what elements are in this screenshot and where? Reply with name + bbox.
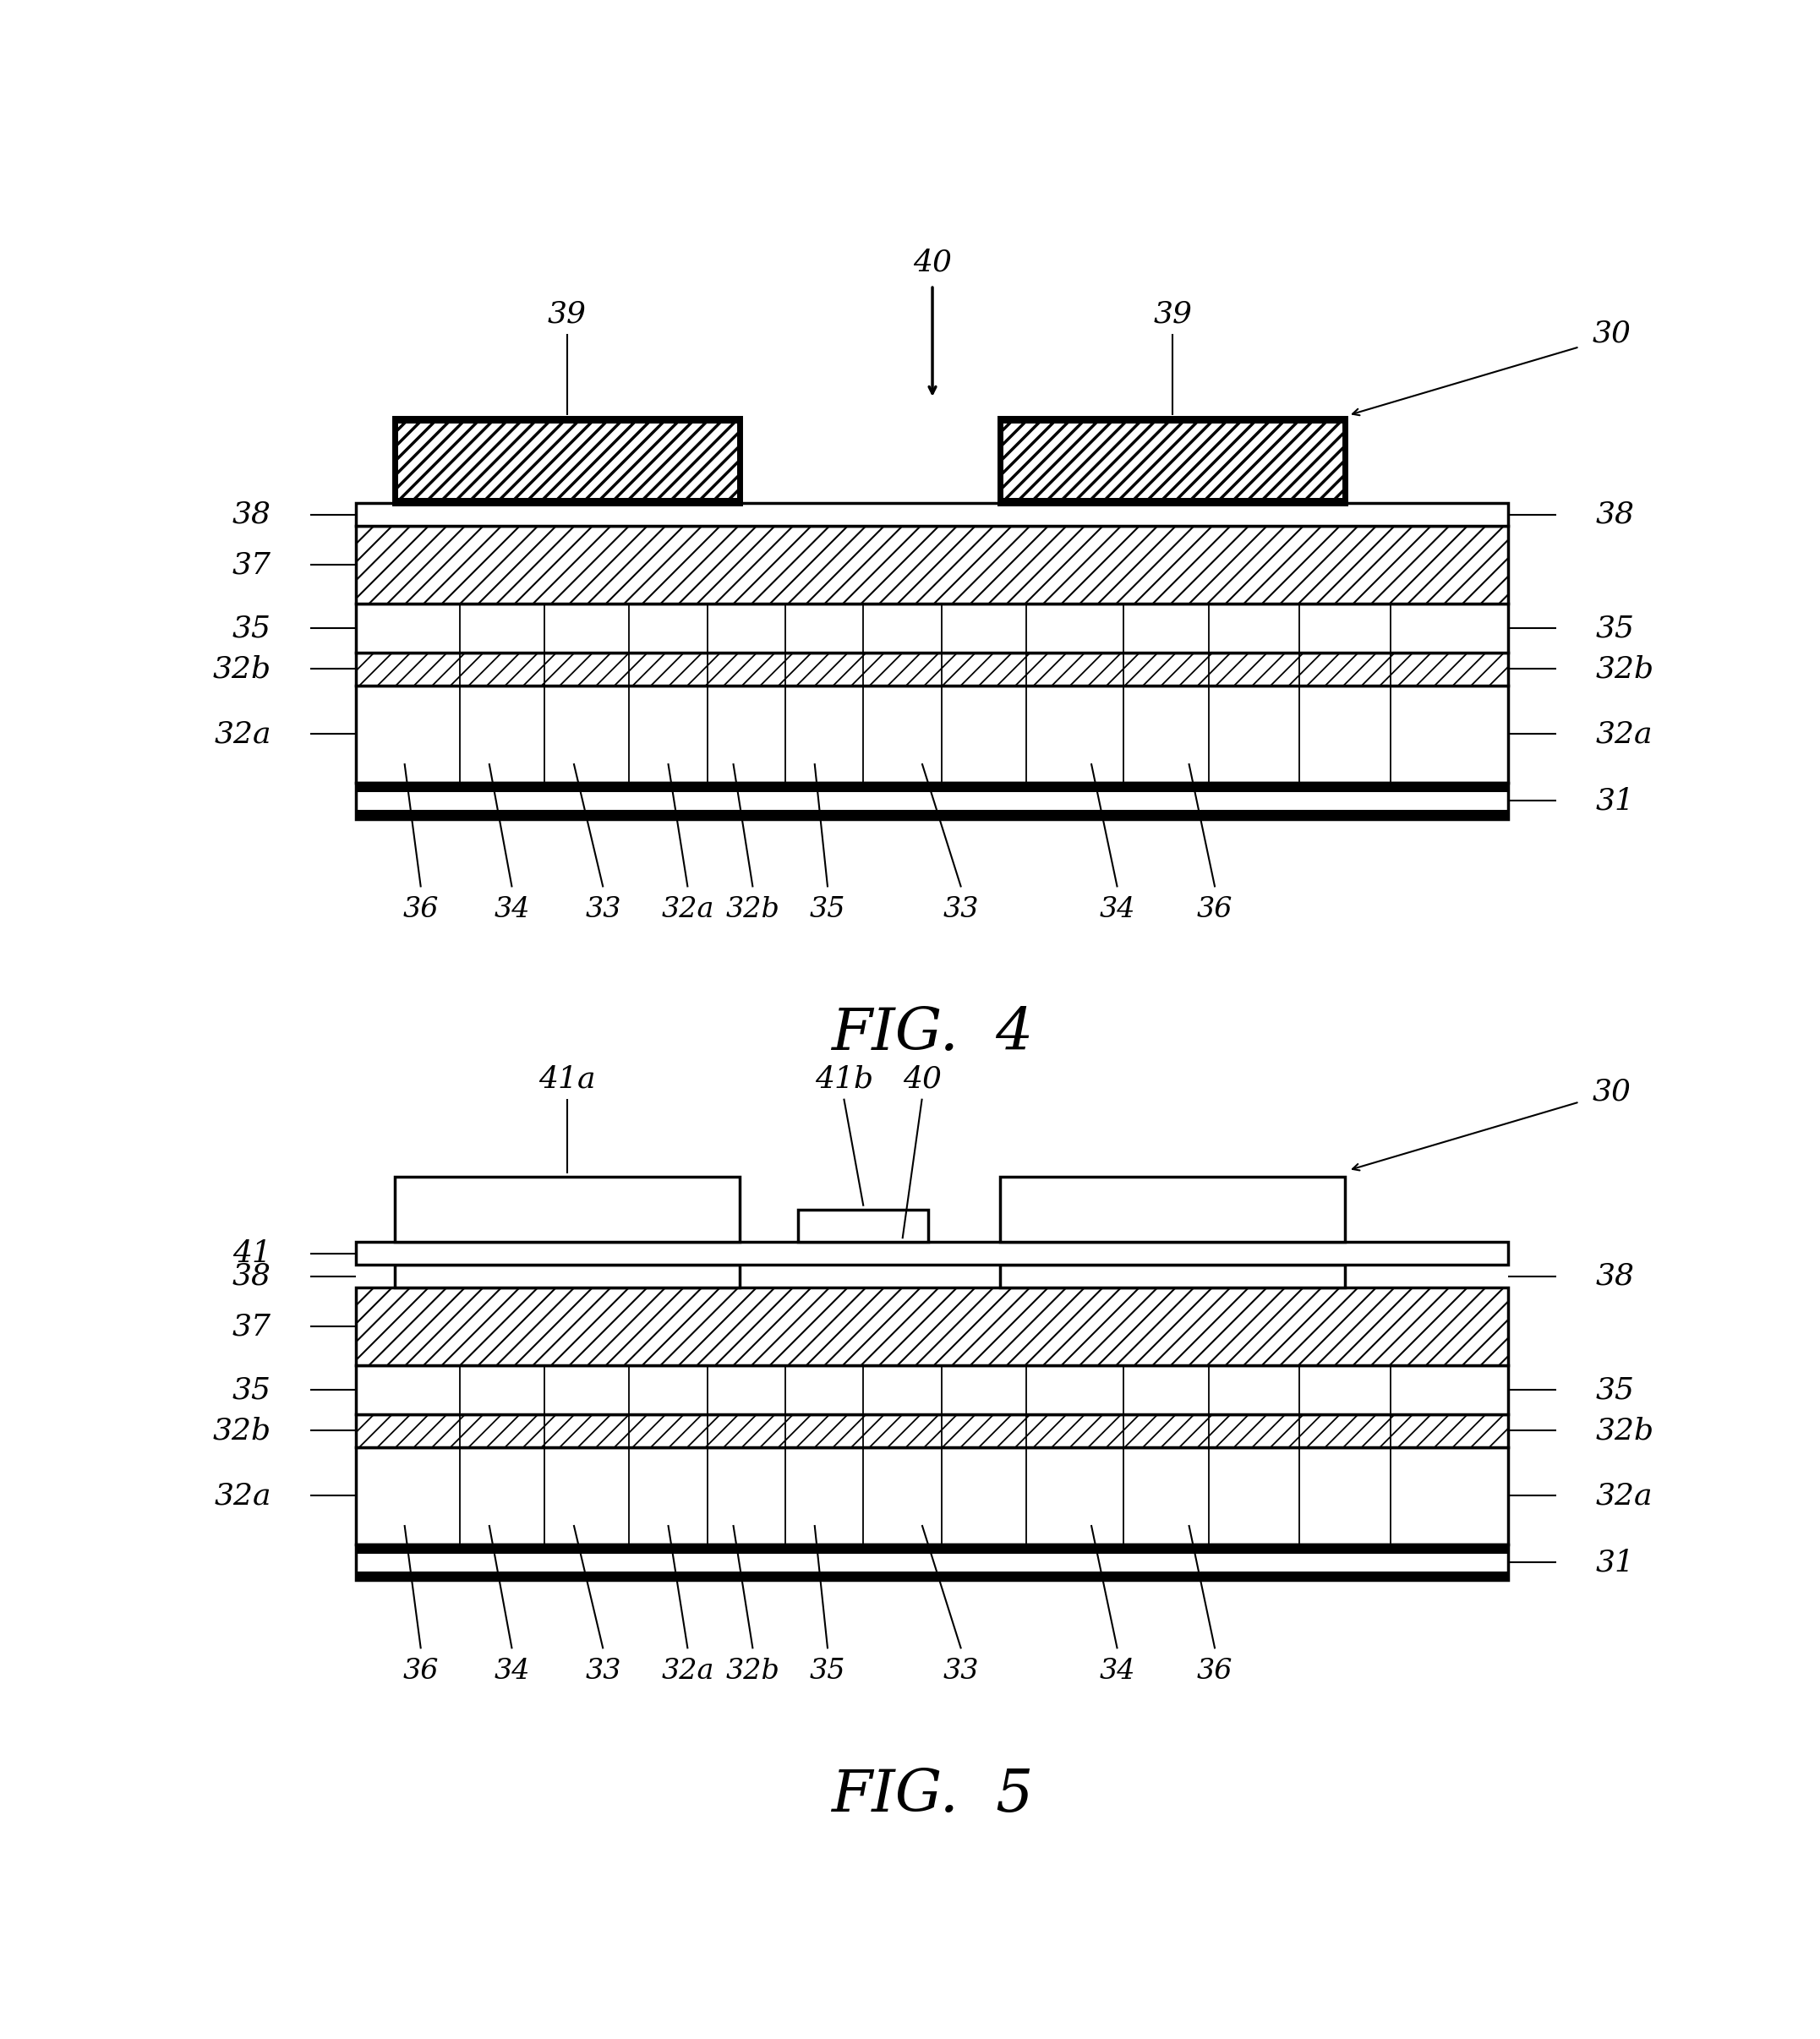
Text: 39: 39 [1154, 300, 1192, 328]
Bar [395, 1264, 739, 1287]
Text: 35: 35 [1596, 1376, 1634, 1405]
Bar [395, 418, 739, 424]
Text: 37: 37 [233, 1313, 271, 1342]
Text: 30: 30 [1592, 1079, 1631, 1107]
Bar [355, 1546, 1507, 1580]
Text: 38: 38 [1596, 1262, 1634, 1291]
Bar [1001, 418, 1345, 424]
Text: 34: 34 [1099, 1658, 1136, 1684]
Text: 37: 37 [233, 551, 271, 579]
Text: 34: 34 [493, 1658, 530, 1684]
Bar [355, 783, 1507, 820]
Text: 36: 36 [402, 897, 439, 924]
Text: 33: 33 [584, 1658, 621, 1684]
Text: 41a: 41a [539, 1064, 595, 1093]
Text: 35: 35 [233, 614, 271, 642]
Text: 32a: 32a [661, 897, 713, 924]
Text: 41b: 41b [815, 1064, 874, 1093]
Bar [355, 1572, 1507, 1580]
Bar [355, 809, 1507, 820]
Bar [1001, 418, 1345, 504]
Text: 32a: 32a [215, 1482, 271, 1511]
Bar [355, 1366, 1507, 1415]
Text: 36: 36 [1198, 897, 1232, 924]
Text: 36: 36 [402, 1658, 439, 1684]
Text: 33: 33 [943, 1658, 979, 1684]
Text: 32b: 32b [726, 897, 779, 924]
Text: 35: 35 [810, 897, 846, 924]
Bar [355, 604, 1507, 652]
Text: 40: 40 [903, 1064, 941, 1093]
Text: 32a: 32a [661, 1658, 713, 1684]
Text: 31: 31 [1596, 1548, 1634, 1576]
Bar [355, 1448, 1507, 1546]
Bar [355, 526, 1507, 604]
Text: 39: 39 [548, 300, 586, 328]
Text: 35: 35 [810, 1658, 846, 1684]
Text: 30: 30 [1592, 320, 1631, 349]
Bar [395, 418, 739, 504]
Text: 32b: 32b [726, 1658, 779, 1684]
Bar [799, 1209, 928, 1242]
Bar [1001, 1264, 1345, 1287]
Bar [355, 1546, 1507, 1554]
Bar [355, 652, 1507, 685]
Text: 41: 41 [233, 1240, 271, 1268]
Bar [355, 1415, 1507, 1448]
Text: 31: 31 [1596, 787, 1634, 816]
Text: 40: 40 [914, 249, 952, 277]
Text: 38: 38 [1596, 500, 1634, 528]
Text: 32b: 32b [213, 655, 271, 683]
Text: 38: 38 [233, 500, 271, 528]
Bar [1001, 498, 1345, 504]
Bar [395, 1177, 739, 1242]
Text: 35: 35 [1596, 614, 1634, 642]
Bar [355, 685, 1507, 783]
Text: FIG.  5: FIG. 5 [832, 1768, 1034, 1823]
Text: 32b: 32b [1596, 655, 1654, 683]
Text: 33: 33 [584, 897, 621, 924]
Text: 32b: 32b [1596, 1417, 1654, 1446]
Text: 32a: 32a [1596, 1482, 1653, 1511]
Bar [355, 1287, 1507, 1366]
Text: 32a: 32a [215, 720, 271, 748]
Bar [355, 783, 1507, 791]
Bar [395, 498, 739, 504]
Text: 35: 35 [233, 1376, 271, 1405]
Text: FIG.  4: FIG. 4 [832, 1005, 1034, 1062]
Bar [355, 1242, 1507, 1264]
Text: 34: 34 [493, 897, 530, 924]
Text: 33: 33 [943, 897, 979, 924]
Text: 38: 38 [233, 1262, 271, 1291]
Bar [355, 504, 1507, 526]
Text: 32b: 32b [213, 1417, 271, 1446]
Text: 32a: 32a [1596, 720, 1653, 748]
Text: 36: 36 [1198, 1658, 1232, 1684]
Bar [1001, 1177, 1345, 1242]
Text: 34: 34 [1099, 897, 1136, 924]
